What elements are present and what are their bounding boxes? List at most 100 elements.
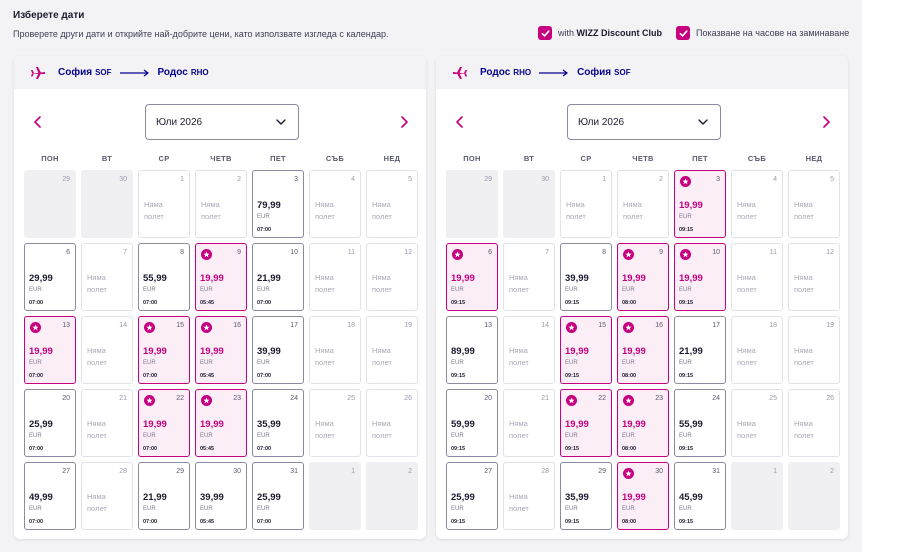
- prev-month-chevron-icon[interactable]: [30, 114, 46, 130]
- calendar-day[interactable]: 20 25,99 EUR 07:00: [24, 389, 76, 457]
- destination-code: RHO: [190, 68, 209, 77]
- day-number: 29: [176, 468, 184, 475]
- departure-time: 05:45: [200, 373, 215, 379]
- day-number: 8: [602, 249, 606, 256]
- calendar-day[interactable]: 10 21,99 EUR 07:00: [252, 243, 304, 311]
- month-select[interactable]: Юли 2026: [145, 104, 299, 140]
- no-flight-text: Няма полет: [144, 200, 164, 221]
- discount-club-star-icon: [30, 322, 41, 333]
- calendar-day[interactable]: 31 45,99 EUR 09:15: [674, 462, 726, 530]
- calendar-grid: 29 30 1 Няма полет 2 Няма полет 3 19,99 EUR 09:15 4 Н…: [446, 170, 840, 530]
- calendar-day[interactable]: 17 39,99 EUR 07:00: [252, 316, 304, 384]
- calendar-day[interactable]: 3 19,99 EUR 09:15: [674, 170, 726, 238]
- departure-time: 07:00: [29, 519, 44, 525]
- day-number: 28: [119, 468, 127, 475]
- calendar-day[interactable]: 27 49,99 EUR 07:00: [24, 462, 76, 530]
- origin-city: Родос: [480, 67, 511, 78]
- weekday-label: ВТ: [101, 154, 113, 163]
- day-price: 35,99: [565, 492, 589, 503]
- discount-club-star-icon: [201, 322, 212, 333]
- right-margin: [862, 0, 900, 552]
- chevron-down-icon: [698, 119, 708, 125]
- plane-takeoff-icon: [31, 66, 45, 79]
- calendar-day[interactable]: 27 25,99 EUR 09:15: [446, 462, 498, 530]
- calendar-day[interactable]: 9 19,99 EUR 08:00: [617, 243, 669, 311]
- day-number: 3: [716, 176, 720, 183]
- day-number: 14: [119, 322, 127, 329]
- discount-club-option[interactable]: with WIZZ Discount Club: [538, 26, 662, 40]
- prev-month-chevron-icon[interactable]: [452, 114, 468, 130]
- calendar-day[interactable]: 10 19,99 EUR 09:15: [674, 243, 726, 311]
- next-month-chevron-icon[interactable]: [396, 114, 412, 130]
- calendar-day[interactable]: 30 39,99 EUR 05:45: [195, 462, 247, 530]
- departure-time: 09:15: [565, 519, 580, 525]
- calendar-day[interactable]: 16 19,99 EUR 05:45: [195, 316, 247, 384]
- calendar-day[interactable]: 6 29,99 EUR 07:00: [24, 243, 76, 311]
- calendar-day[interactable]: 6 19,99 EUR 09:15: [446, 243, 498, 311]
- day-price: 19,99: [143, 419, 167, 430]
- calendar-day[interactable]: 24 35,99 EUR 07:00: [252, 389, 304, 457]
- calendar-day[interactable]: 8 55,99 EUR 07:00: [138, 243, 190, 311]
- departure-time: 09:15: [679, 227, 694, 233]
- no-flight-text: Няма полет: [315, 273, 335, 294]
- calendar-day: 2 Няма полет: [617, 170, 669, 238]
- day-currency: EUR: [451, 433, 464, 439]
- calendar-day[interactable]: 17 21,99 EUR 09:15: [674, 316, 726, 384]
- day-number: 23: [655, 395, 663, 402]
- calendar-day[interactable]: 8 39,99 EUR 09:15: [560, 243, 612, 311]
- no-flight-text: Няма полет: [737, 273, 757, 294]
- month-nav: Юли 2026: [436, 104, 848, 140]
- calendar-day[interactable]: 16 19,99 EUR 08:00: [617, 316, 669, 384]
- show-times-option[interactable]: Показване на часове на заминаване: [676, 26, 849, 40]
- day-currency: EUR: [679, 433, 692, 439]
- calendar-day[interactable]: 13 19,99 EUR 07:00: [24, 316, 76, 384]
- day-price: 19,99: [679, 273, 703, 284]
- calendar-day[interactable]: 31 25,99 EUR 07:00: [252, 462, 304, 530]
- day-price: 19,99: [679, 200, 703, 211]
- day-number: 10: [290, 249, 298, 256]
- departure-time: 09:15: [565, 446, 580, 452]
- day-price: 21,99: [679, 346, 703, 357]
- calendar-day[interactable]: 9 19,99 EUR 05:45: [195, 243, 247, 311]
- calendar-day: 1 Няма полет: [138, 170, 190, 238]
- day-number: 26: [826, 395, 834, 402]
- day-price: 49,99: [29, 492, 53, 503]
- calendar-day[interactable]: 22 19,99 EUR 07:00: [138, 389, 190, 457]
- day-number: 22: [598, 395, 606, 402]
- next-month-chevron-icon[interactable]: [818, 114, 834, 130]
- calendar-day: 1: [731, 462, 783, 530]
- calendar-day[interactable]: 15 19,99 EUR 07:00: [138, 316, 190, 384]
- calendar-day[interactable]: 13 89,99 EUR 09:15: [446, 316, 498, 384]
- calendar-day[interactable]: 3 79,99 EUR 07:00: [252, 170, 304, 238]
- calendar-day[interactable]: 22 19,99 EUR 09:15: [560, 389, 612, 457]
- calendar-day[interactable]: 23 19,99 EUR 08:00: [617, 389, 669, 457]
- day-currency: EUR: [565, 433, 578, 439]
- day-currency: EUR: [200, 506, 213, 512]
- day-number: 3: [294, 176, 298, 183]
- calendar-day[interactable]: 30 19,99 EUR 08:00: [617, 462, 669, 530]
- departure-time: 08:00: [622, 519, 637, 525]
- month-select[interactable]: Юли 2026: [567, 104, 721, 140]
- departure-time: 07:00: [257, 300, 272, 306]
- day-price: 19,99: [622, 273, 646, 284]
- calendar-day[interactable]: 20 59,99 EUR 09:15: [446, 389, 498, 457]
- checkmark-icon: [679, 29, 688, 37]
- show-times-checkbox[interactable]: [676, 26, 690, 40]
- calendar-day[interactable]: 24 55,99 EUR 09:15: [674, 389, 726, 457]
- day-number: 18: [769, 322, 777, 329]
- day-number: 13: [62, 322, 70, 329]
- day-number: 29: [598, 468, 606, 475]
- discount-club-checkbox[interactable]: [538, 26, 552, 40]
- calendar-day[interactable]: 15 19,99 EUR 09:15: [560, 316, 612, 384]
- calendar-day[interactable]: 29 21,99 EUR 07:00: [138, 462, 190, 530]
- calendar-day[interactable]: 29 35,99 EUR 09:15: [560, 462, 612, 530]
- day-number: 28: [541, 468, 549, 475]
- day-number: 19: [404, 322, 412, 329]
- departure-time: 07:00: [257, 227, 272, 233]
- no-flight-text: Няма полет: [737, 346, 757, 367]
- calendar-grid: 29 30 1 Няма полет 2 Няма полет 3 79,99 EUR 07:00 4 Н…: [24, 170, 418, 530]
- discount-club-star-icon: [623, 468, 634, 479]
- calendar-day: 26 Няма полет: [788, 389, 840, 457]
- no-flight-text: Няма полет: [315, 346, 335, 367]
- calendar-day[interactable]: 23 19,99 EUR 05:45: [195, 389, 247, 457]
